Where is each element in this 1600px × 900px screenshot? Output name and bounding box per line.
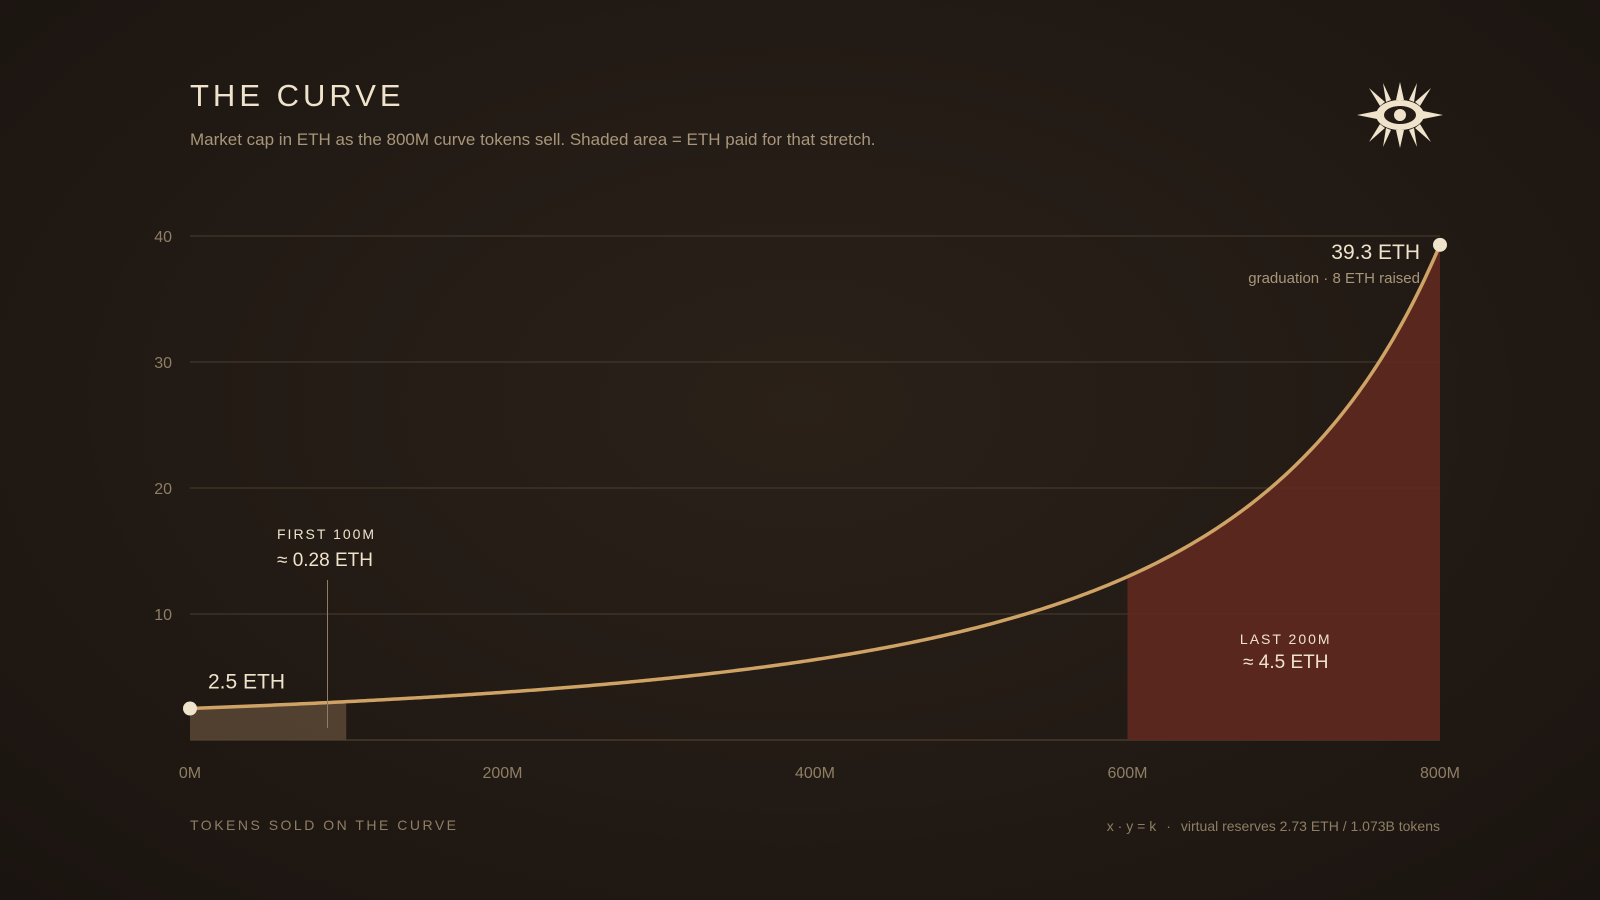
x-tick-label: 800M <box>1420 765 1460 782</box>
last-200m-value: ≈ 4.5 ETH <box>1243 652 1328 673</box>
annotations: 2.5 ETH 39.3 ETH graduation · 8 ETH raised… <box>208 241 1420 728</box>
x-tick-label: 400M <box>795 765 835 782</box>
page-title: THE CURVE <box>190 78 405 113</box>
shaded-areas <box>190 244 1440 740</box>
first-100m-value: ≈ 0.28 ETH <box>277 550 373 571</box>
first-100m-shaded-area <box>190 701 347 740</box>
reserves-text: virtual reserves 2.73 ETH / 1.073B token… <box>1180 818 1440 834</box>
market-cap-curve <box>188 243 1442 711</box>
start-point-marker <box>183 701 197 716</box>
x-tick-label: 200M <box>482 765 522 782</box>
last-200m-label: LAST 200M <box>1240 631 1332 647</box>
x-tick-label: 0M <box>179 765 201 782</box>
footnote-separator: · <box>1166 818 1171 834</box>
first-100m-label: FIRST 100M <box>277 526 376 542</box>
curve-footnote: x · y = k · virtual reserves 2.73 ETH / 1.… <box>1107 818 1440 834</box>
curve-layer <box>183 237 1447 716</box>
end-point-marker <box>1433 237 1447 252</box>
y-tick-label: 30 <box>154 355 172 372</box>
x-tick-label: 600M <box>1107 765 1147 782</box>
y-tick-label: 10 <box>154 607 172 624</box>
y-tick-label: 20 <box>154 481 172 498</box>
start-value-label: 2.5 ETH <box>208 671 285 694</box>
x-axis-label: TOKENS SOLD ON THE CURVE <box>190 817 459 833</box>
formula-text: x · y = k <box>1106 818 1157 834</box>
page-subtitle: Market cap in ETH as the 800M curve toke… <box>190 130 876 149</box>
radiant-eye-icon <box>1357 82 1443 148</box>
last-200m-shaded-area <box>1127 244 1440 740</box>
y-tick-label: 40 <box>154 229 172 246</box>
end-value-label: 39.3 ETH <box>1331 241 1420 264</box>
graduation-label: graduation · 8 ETH raised <box>1248 270 1420 287</box>
